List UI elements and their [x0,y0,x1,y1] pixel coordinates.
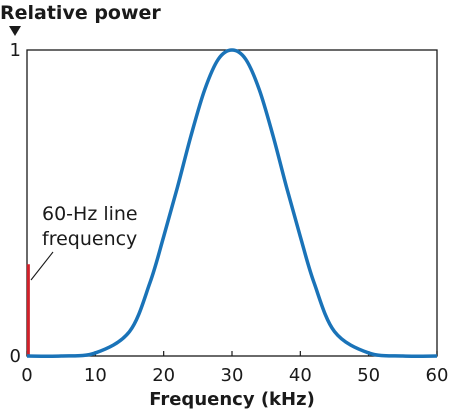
y-tick-label: 1 [10,40,21,61]
axis-ticks: 0 10 20 30 40 50 60 0 1 [10,40,449,386]
annotation-leader-line [30,251,54,281]
x-tick-label: 50 [357,365,380,386]
y-axis-arrow-icon [9,26,21,36]
annotation-line-2: frequency [42,228,137,250]
x-tick-label: 30 [221,365,244,386]
x-tick-label: 10 [84,365,107,386]
y-axis-title: Relative power [0,2,161,24]
x-tick-label: 0 [21,365,32,386]
x-tick-label: 20 [152,365,175,386]
annotation-line-1: 60-Hz line [42,203,138,225]
x-tick-label: 60 [426,365,449,386]
x-tick-label: 40 [289,365,312,386]
y-tick-label: 0 [10,346,21,367]
spectrum-curve [26,48,438,358]
x-axis-title: Frequency (kHz) [149,389,315,410]
series-layer [26,48,438,358]
